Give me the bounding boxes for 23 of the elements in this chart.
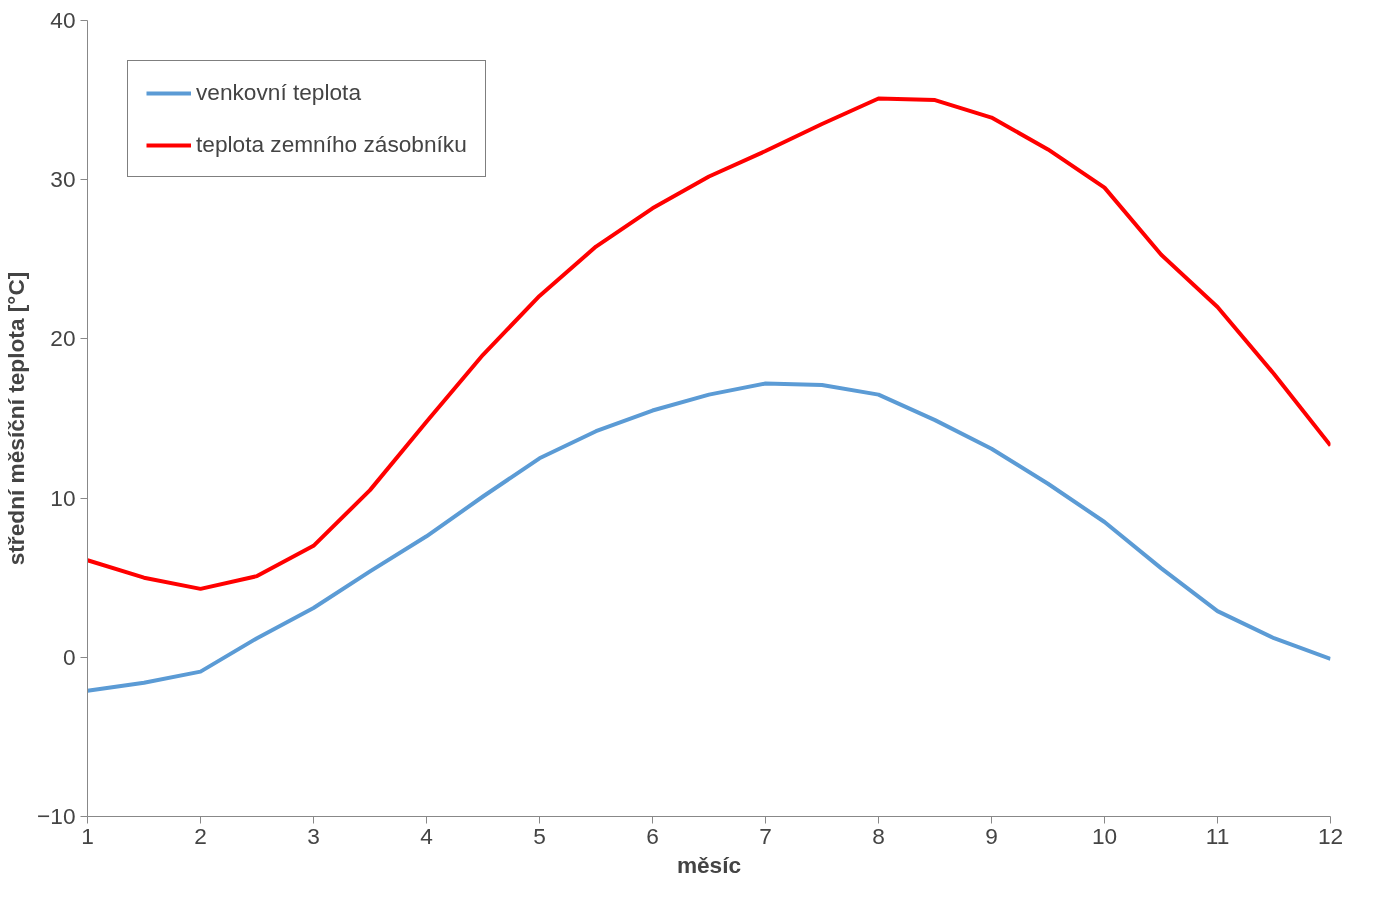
x-tick-label: 1 — [81, 822, 94, 849]
y-axis-title: střední měsíční teplota [°C] — [3, 271, 30, 566]
legend-label: teplota zemního zásobníku — [196, 131, 467, 158]
legend-label: venkovní teplota — [196, 79, 361, 106]
x-tick-label: 5 — [533, 822, 546, 849]
x-tick-label: 9 — [985, 822, 998, 849]
y-tick-label: 30 — [50, 166, 76, 193]
x-tick-label: 6 — [646, 822, 659, 849]
x-tick-label: 4 — [420, 822, 433, 849]
y-tick-label: 40 — [50, 7, 76, 33]
x-axis-title: měsíc — [676, 851, 742, 878]
y-tick-label: −10 — [37, 803, 76, 829]
y-tick-label: 20 — [50, 325, 76, 352]
x-tick-label: 3 — [307, 822, 320, 849]
x-tick-label: 7 — [759, 822, 772, 849]
x-tick-label: 10 — [1091, 822, 1118, 849]
x-tick-label: 11 — [1205, 822, 1230, 849]
x-tick-label: 8 — [872, 822, 885, 849]
line-series — [87, 381, 1331, 693]
x-tick-label: 12 — [1317, 822, 1344, 849]
y-tick-label: 10 — [50, 484, 76, 511]
x-tick-label: 2 — [194, 822, 207, 849]
y-tick-label: 0 — [62, 643, 76, 670]
